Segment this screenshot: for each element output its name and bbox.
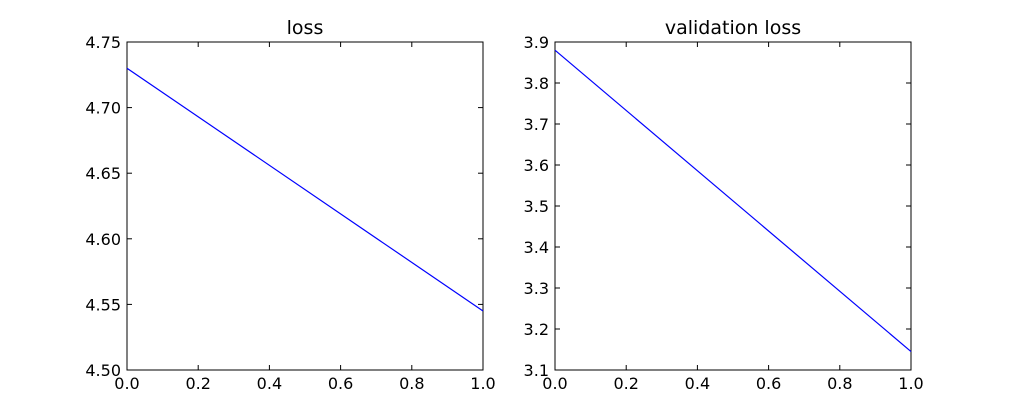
- x-tick-label: 0.2: [185, 374, 210, 393]
- series-line-0: [554, 49, 912, 353]
- y-tick-label: 3.3: [524, 279, 549, 298]
- y-tick-label: 3.5: [524, 197, 549, 216]
- y-tick-label: 4.55: [85, 295, 121, 314]
- y-tick-label: 3.9: [524, 33, 549, 52]
- y-tick-label: 4.70: [85, 99, 121, 118]
- y-tick-label: 4.75: [85, 33, 121, 52]
- plot-area: [554, 41, 912, 371]
- x-tick-label: 1.0: [470, 374, 495, 393]
- y-tick-label: 3.8: [524, 74, 549, 93]
- loss-chart: loss 0.0 0.2 0.4 0.6 0.8 1.0 4.50 4.55 4.60 4.65 4…: [85, 17, 495, 393]
- x-tick-label: 0.6: [756, 374, 781, 393]
- x-tick-label: 0.6: [328, 374, 353, 393]
- y-tick-label: 3.4: [524, 238, 549, 257]
- y-tick-label: 4.65: [85, 164, 121, 183]
- chart-title: validation loss: [665, 17, 801, 39]
- y-tick-label: 4.50: [85, 361, 121, 380]
- validation-loss-chart: validation loss 0.0 0.2 0.4 0.6 0.8 1.0 3.1 3.2…: [524, 17, 924, 393]
- y-tick-label: 3.7: [524, 115, 549, 134]
- y-tick-label: 3.2: [524, 320, 549, 339]
- x-tick-label: 0.4: [257, 374, 282, 393]
- x-tick-label: 1.0: [898, 374, 923, 393]
- series-line-0: [126, 67, 484, 312]
- y-tick-label: 3.6: [524, 156, 549, 175]
- x-tick-label: 0.4: [685, 374, 710, 393]
- x-tick-label: 0.8: [399, 374, 424, 393]
- y-tick-label: 3.1: [524, 361, 549, 380]
- x-tick-label: 0.0: [542, 374, 567, 393]
- x-tick-label: 0.8: [827, 374, 852, 393]
- x-tick-label: 0.2: [613, 374, 638, 393]
- y-tick-label: 4.60: [85, 230, 121, 249]
- chart-title: loss: [287, 17, 324, 39]
- x-tick-label: 0.0: [114, 374, 139, 393]
- plot-area: [126, 41, 484, 371]
